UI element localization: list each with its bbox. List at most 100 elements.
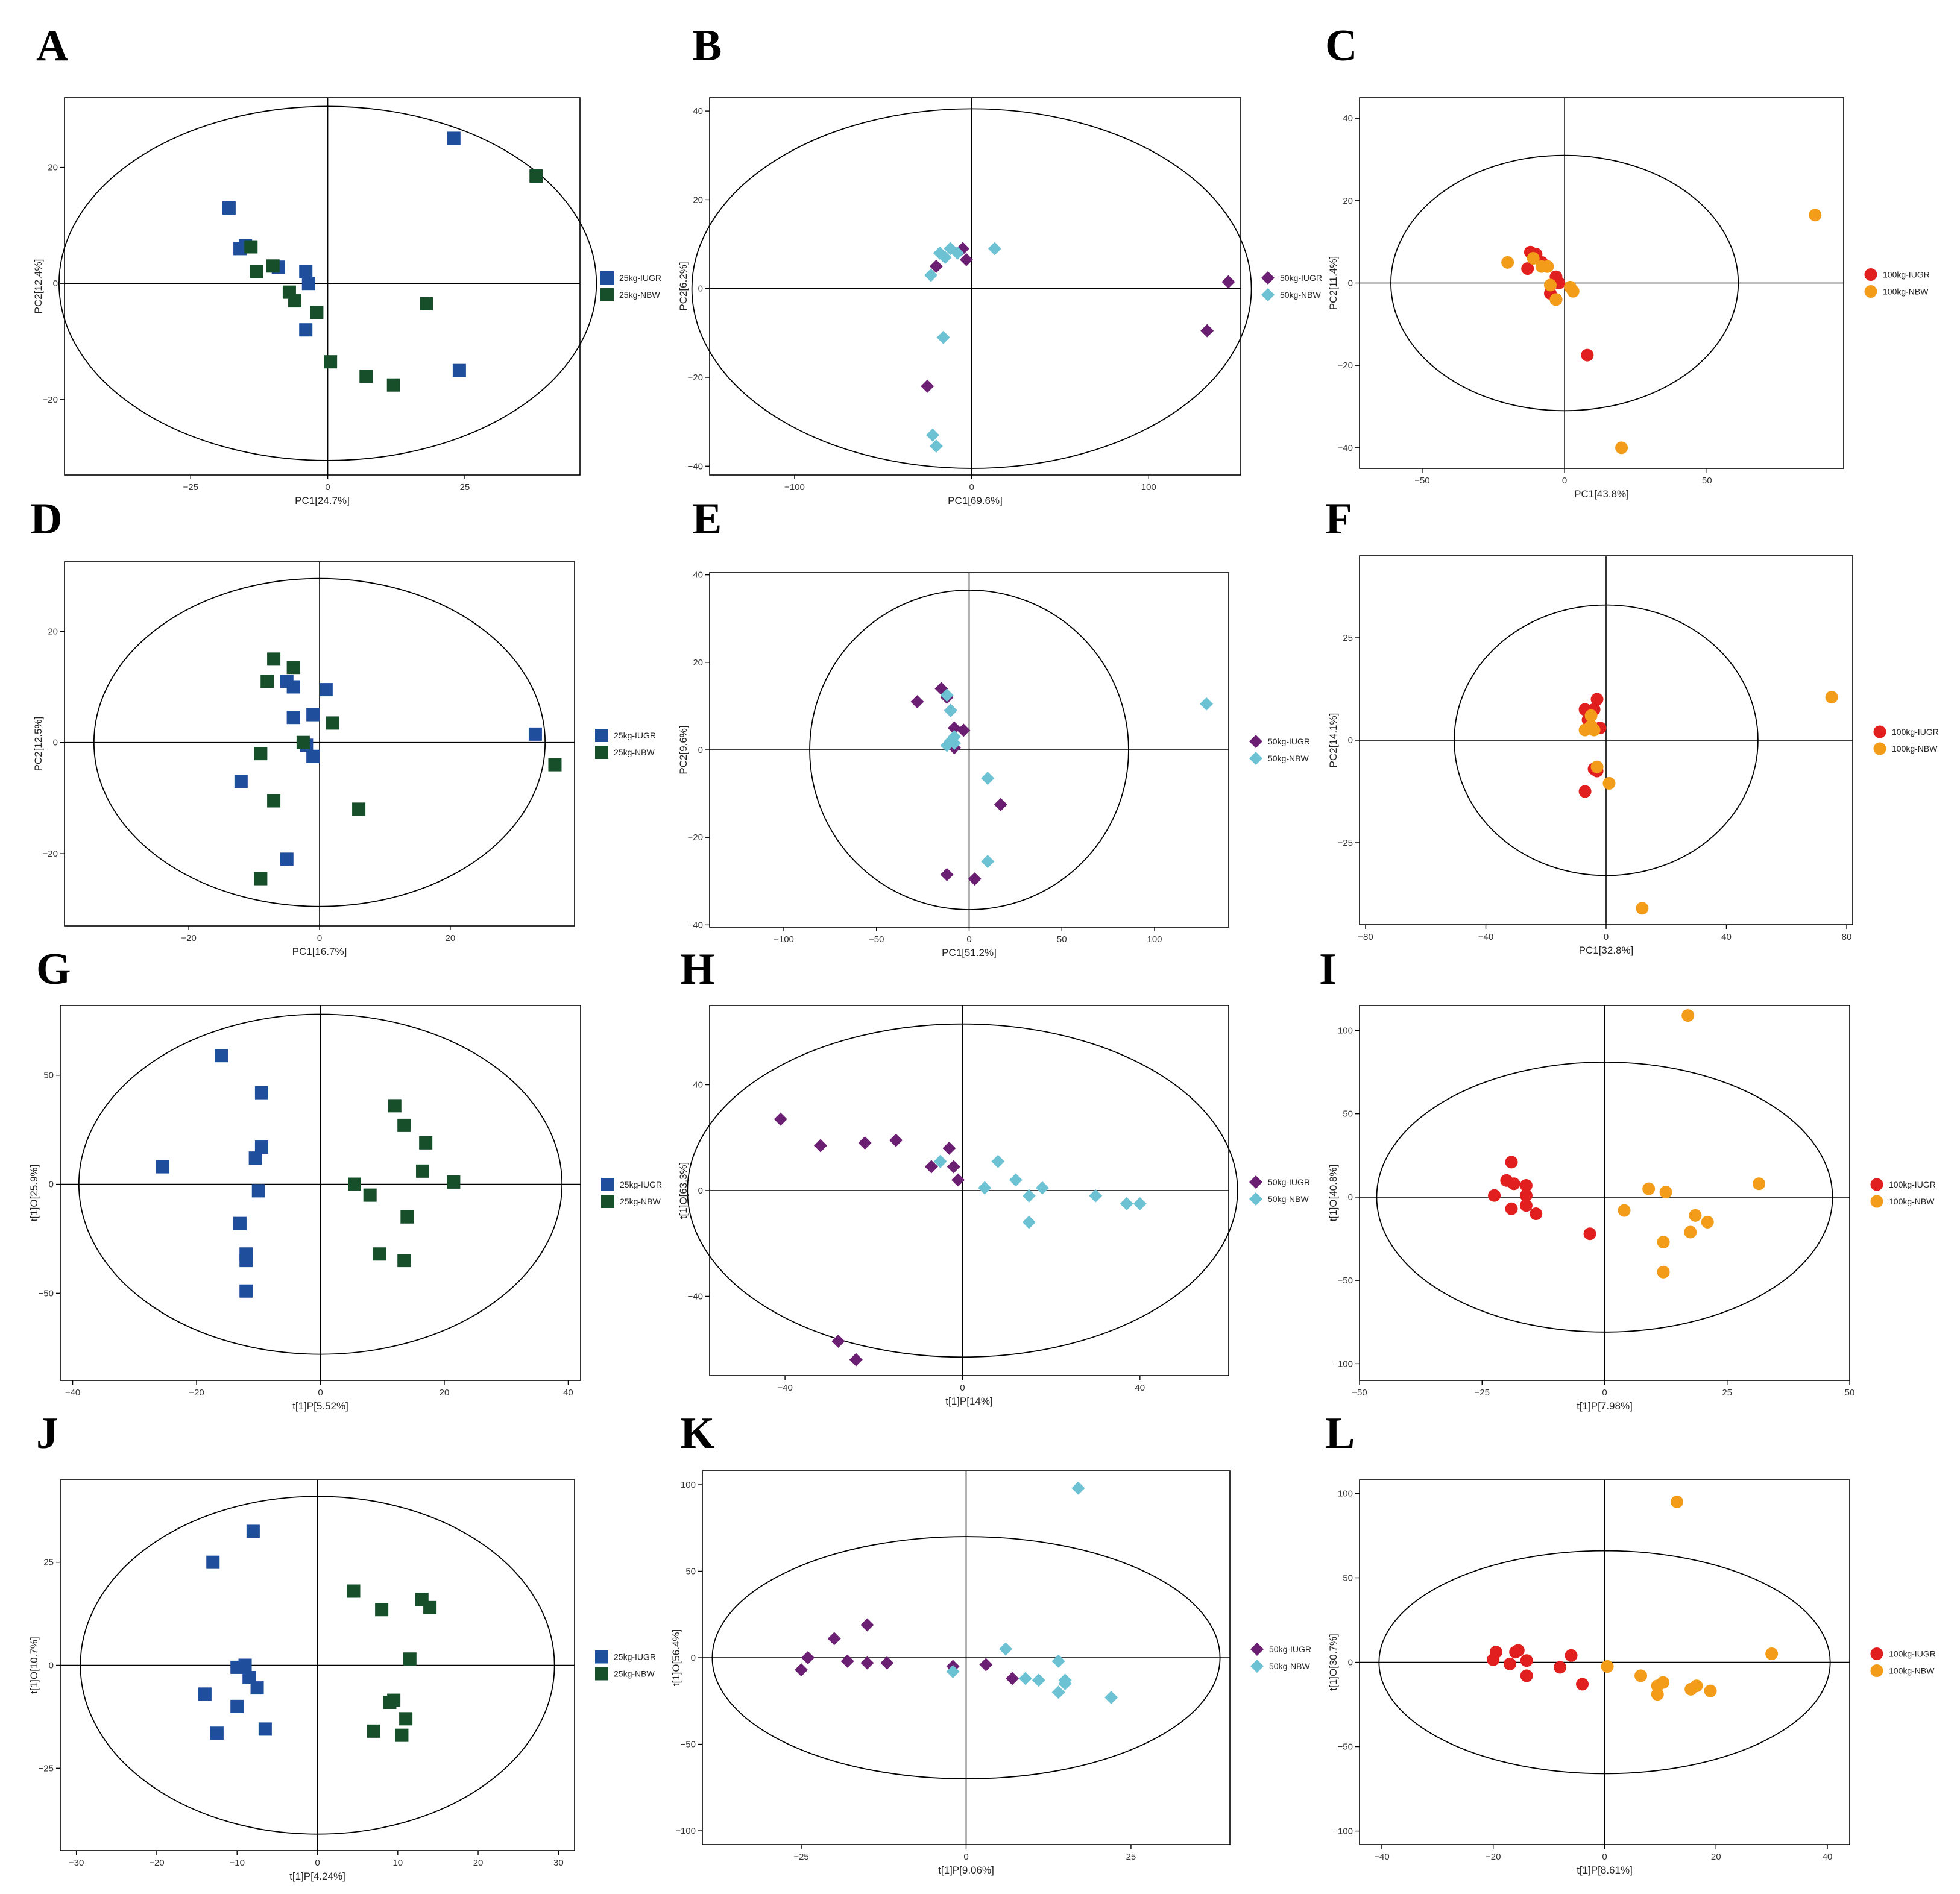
confidence-ellipse [809, 590, 1129, 910]
legend-key [1249, 1175, 1262, 1189]
data-point [242, 1671, 256, 1684]
data-point [942, 1141, 956, 1155]
series-100kg-iugr [1487, 1644, 1589, 1691]
data-point [936, 330, 950, 344]
data-point [1507, 1177, 1520, 1191]
x-tick-label: 40 [1721, 932, 1732, 942]
data-point [423, 1600, 437, 1614]
legend-key [1261, 288, 1275, 301]
data-point [299, 265, 313, 278]
data-point [1520, 1669, 1533, 1682]
data-point [1071, 1481, 1085, 1495]
data-point [1681, 1009, 1695, 1022]
legend-key [1873, 725, 1886, 738]
y-tick-label: −100 [675, 1826, 696, 1836]
data-point [528, 727, 542, 741]
panel-letter: E [692, 494, 722, 544]
data-point [1089, 1189, 1103, 1203]
panel-letter: I [1319, 945, 1337, 994]
legend-label: 50kg-IUGR [1268, 1177, 1310, 1187]
data-point [1032, 1673, 1045, 1687]
legend-label: 25kg-IUGR [620, 1180, 662, 1189]
x-tick-label: −100 [774, 934, 794, 945]
x-axis-title: t[1]P[8.61%] [1577, 1864, 1633, 1876]
x-tick-label: 25 [1126, 1852, 1136, 1862]
series-50kg-nbw [924, 242, 1001, 453]
data-point [991, 1154, 1005, 1168]
data-point [388, 1099, 402, 1113]
y-tick-label: −50 [1338, 1276, 1353, 1286]
x-axis-title: t[1]P[9.06%] [938, 1864, 994, 1876]
legend-key [595, 746, 608, 759]
plot-frame [64, 97, 581, 476]
data-point [957, 723, 971, 737]
legend-label: 50kg-NBW [1268, 1194, 1309, 1204]
data-point [1200, 697, 1214, 711]
data-point [251, 1184, 265, 1198]
panel-letter: F [1325, 494, 1352, 544]
data-point [288, 294, 302, 308]
x-tick-label: 20 [446, 933, 456, 943]
data-point [929, 439, 943, 453]
data-point [1549, 293, 1563, 306]
x-tick-label: 40 [1135, 1383, 1145, 1393]
data-point [1634, 1669, 1648, 1682]
data-point [420, 297, 433, 310]
data-point [988, 242, 1001, 256]
legend-key [1870, 1178, 1883, 1191]
y-tick-label: 40 [693, 106, 703, 116]
data-point [994, 798, 1007, 811]
y-tick-label: −20 [43, 849, 58, 859]
data-point [1519, 1189, 1533, 1202]
y-axis-title: t[1]O[40.8%] [1328, 1165, 1339, 1222]
series-50kg-nbw [946, 1481, 1118, 1705]
legend-key [600, 271, 614, 285]
series-100kg-nbw [1578, 691, 1838, 915]
data-point [1690, 1679, 1703, 1693]
legend-label: 25kg-NBW [614, 747, 655, 757]
data-point [254, 1140, 268, 1154]
legend: 50kg-IUGR 50kg-NBW [1261, 271, 1322, 301]
data-point [1505, 1202, 1518, 1215]
data-point [1701, 1215, 1714, 1229]
data-point [403, 1652, 417, 1666]
confidence-ellipse [1390, 154, 1739, 412]
y-tick-label: −50 [39, 1288, 54, 1298]
y-tick-label: 0 [691, 1653, 696, 1663]
data-point [1541, 260, 1554, 273]
legend-label: 50kg-IUGR [1268, 737, 1310, 746]
data-point [1051, 1654, 1065, 1668]
data-point [306, 708, 320, 722]
data-point [347, 1584, 361, 1598]
x-axis-title: PC1[32.8%] [1579, 945, 1634, 956]
legend-key [601, 1195, 614, 1208]
y-tick-label: 0 [49, 1180, 54, 1190]
data-point [239, 1284, 253, 1298]
legend-label: 50kg-NBW [1280, 290, 1321, 300]
y-axis-title: PC2[12.4%] [33, 259, 44, 314]
legend: 25kg-IUGR 25kg-NBW [600, 271, 661, 301]
y-tick-label: 0 [49, 1661, 54, 1671]
data-point [1051, 1685, 1065, 1699]
confidence-ellipse [1378, 1550, 1831, 1775]
y-axis-title: t[1]O[56.4%] [670, 1629, 682, 1687]
x-tick-label: −25 [1475, 1388, 1490, 1398]
y-tick-label: 0 [53, 738, 58, 748]
legend-key [1870, 1664, 1883, 1677]
data-point [1581, 348, 1594, 362]
legend-key [601, 1178, 614, 1191]
data-point [1602, 776, 1616, 790]
panel-d: D −20 0 20 −20 0 20 PC1[16.7%] PC2[12.5%] 25kg-IU… [30, 494, 656, 957]
panel-h: H −40 0 40 −40 0 40 t[1]P[14%] t[1]O[63.3%] 50kg-… [678, 945, 1310, 1407]
data-point [260, 675, 274, 688]
legend: 100kg-IUGR 100kg-NBW [1870, 1647, 1936, 1677]
data-point [860, 1618, 874, 1632]
panel-letter: A [36, 21, 68, 71]
series-100kg-nbw [1501, 209, 1822, 455]
data-point [813, 1139, 827, 1153]
legend-label: 100kg-NBW [1889, 1666, 1935, 1676]
data-point [1503, 1657, 1516, 1670]
legend-key [1249, 752, 1262, 765]
panel-e: E −100 −50 0 50 100 −40 −20 0 20 40 PC1[51.2%] PC2[9… [678, 494, 1310, 958]
data-point [1505, 1156, 1518, 1169]
